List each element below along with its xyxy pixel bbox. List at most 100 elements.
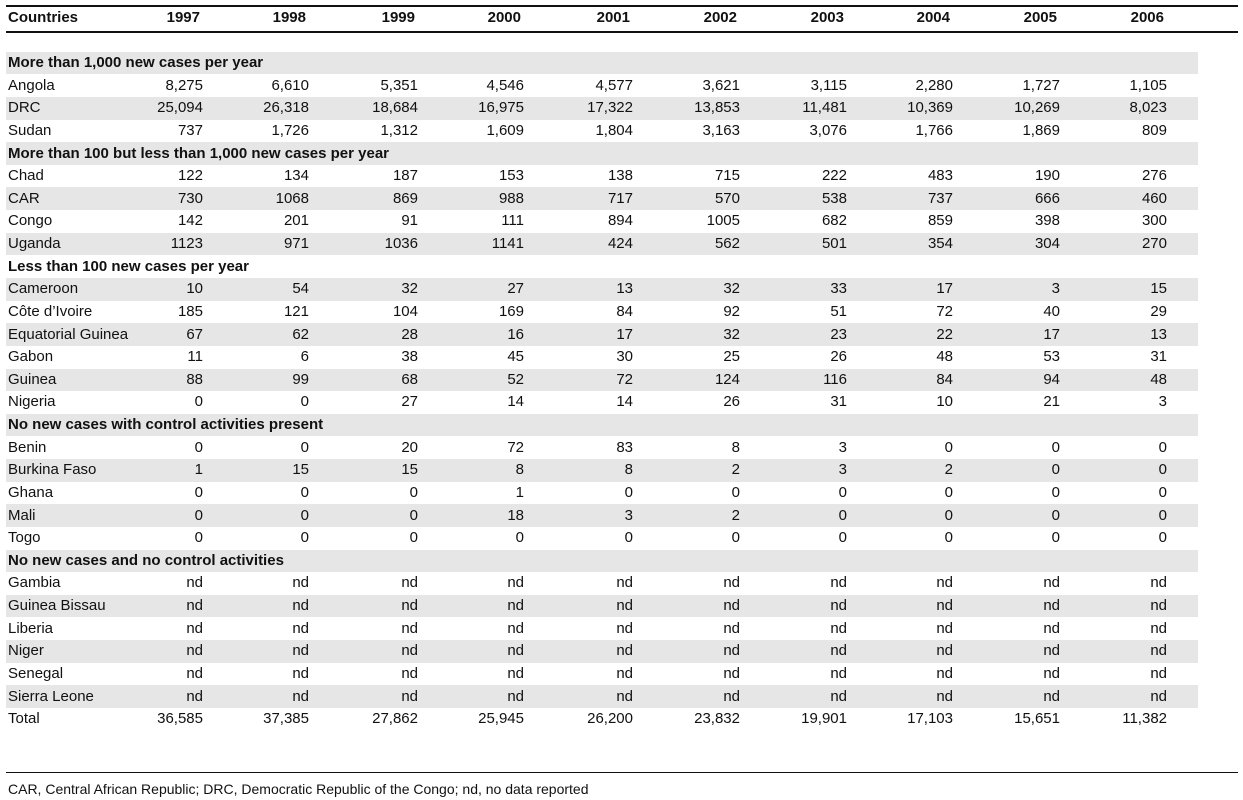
cell: nd [1150, 597, 1167, 615]
row-shade [6, 685, 1198, 708]
cell: 3,163 [702, 121, 740, 139]
cell: 3 [838, 438, 847, 456]
cell: 424 [607, 235, 633, 253]
cell: 737 [927, 189, 953, 207]
cell: nd [292, 574, 309, 592]
cell: 1123 [170, 235, 203, 253]
cell: 859 [927, 212, 953, 230]
rule [6, 5, 1238, 7]
cell: 1,312 [380, 121, 418, 139]
cell: 169 [498, 302, 524, 320]
cell: 2 [731, 461, 740, 479]
cell: 72 [936, 302, 953, 320]
year-header: 1998 [272, 9, 306, 26]
cell: 0 [300, 393, 309, 411]
cell: 3 [1158, 393, 1167, 411]
cell: 27 [507, 280, 524, 298]
cell: 18,684 [372, 99, 418, 117]
cell: 142 [177, 212, 203, 230]
header-label: Countries [8, 9, 79, 26]
cell: 304 [1034, 235, 1060, 253]
cell: nd [186, 574, 203, 592]
cell: nd [936, 642, 953, 660]
row-shade [6, 232, 1198, 256]
cell: nd [1150, 642, 1167, 660]
cell: 0 [194, 506, 203, 524]
cell: 88 [186, 370, 203, 388]
cell: 0 [1051, 483, 1060, 501]
cell: 134 [283, 167, 309, 185]
cell: 72 [616, 370, 633, 388]
country: Sierra Leone [8, 687, 94, 705]
cell: nd [507, 687, 524, 705]
cell: 0 [1158, 506, 1167, 524]
cell: nd [723, 574, 740, 592]
cell: 17 [1043, 325, 1060, 343]
cell: 0 [300, 529, 309, 547]
row-shade [6, 504, 1198, 527]
cell: nd [1043, 597, 1060, 615]
country: DRC [8, 99, 41, 117]
cell: 730 [177, 189, 203, 207]
group-title: No new cases with control activities pre… [8, 416, 324, 434]
cell: 53 [1043, 348, 1060, 366]
cell: nd [936, 665, 953, 682]
row-shade [6, 640, 1198, 663]
row-shade [6, 96, 1198, 120]
year-header: 1997 [166, 9, 200, 26]
cell: 10 [186, 280, 203, 298]
cell: nd [616, 642, 633, 660]
cell: 0 [731, 483, 740, 501]
cell: nd [292, 687, 309, 705]
total-cell: 17,103 [907, 710, 953, 728]
cell: nd [616, 597, 633, 615]
cell: 84 [616, 302, 633, 320]
cell: 809 [1141, 121, 1167, 139]
cell: 460 [1141, 189, 1167, 207]
cell: 6,610 [271, 76, 309, 94]
cell: 0 [1158, 438, 1167, 456]
cell: 190 [1034, 167, 1060, 185]
cell: 0 [300, 483, 309, 501]
cell: 33 [830, 280, 847, 298]
cell: 0 [838, 506, 847, 524]
cell: 27 [401, 393, 418, 411]
cell: 1068 [275, 189, 309, 207]
total-cell: 23,832 [694, 710, 740, 728]
cell: 8 [731, 438, 740, 456]
cell: nd [830, 619, 847, 637]
cell: 17,322 [587, 99, 633, 117]
cell: nd [1043, 642, 1060, 660]
cell: 91 [401, 212, 418, 230]
cell: 3,115 [810, 76, 847, 94]
cell: 16 [507, 325, 524, 343]
total-cell: 36,585 [157, 710, 203, 728]
cell: 54 [292, 280, 309, 298]
cell: 894 [607, 212, 633, 230]
cell: nd [1043, 687, 1060, 705]
cell: 3 [838, 461, 847, 479]
cell: 0 [838, 529, 847, 547]
rule [6, 772, 1238, 773]
cell: 869 [392, 189, 418, 207]
cell: 32 [401, 280, 418, 298]
cell: 13 [1150, 325, 1167, 343]
cell: 3,076 [809, 121, 847, 139]
cell: 17 [616, 325, 633, 343]
cell: 48 [936, 348, 953, 366]
cell: 1 [515, 483, 524, 501]
total-cell: 37,385 [263, 710, 309, 728]
year-header: 2005 [1023, 9, 1057, 26]
cell: 201 [283, 212, 309, 230]
cell: 31 [1150, 348, 1167, 366]
cell: 18 [507, 506, 524, 524]
country: Côte d’Ivoire [8, 302, 93, 320]
cell: nd [616, 619, 633, 637]
cell: 84 [936, 370, 953, 388]
cell: nd [507, 619, 524, 637]
row-shade [6, 278, 1198, 301]
cell: nd [186, 642, 203, 660]
cell: 48 [1150, 370, 1167, 388]
year-header: 2001 [596, 9, 630, 26]
cell: 8 [515, 461, 524, 479]
